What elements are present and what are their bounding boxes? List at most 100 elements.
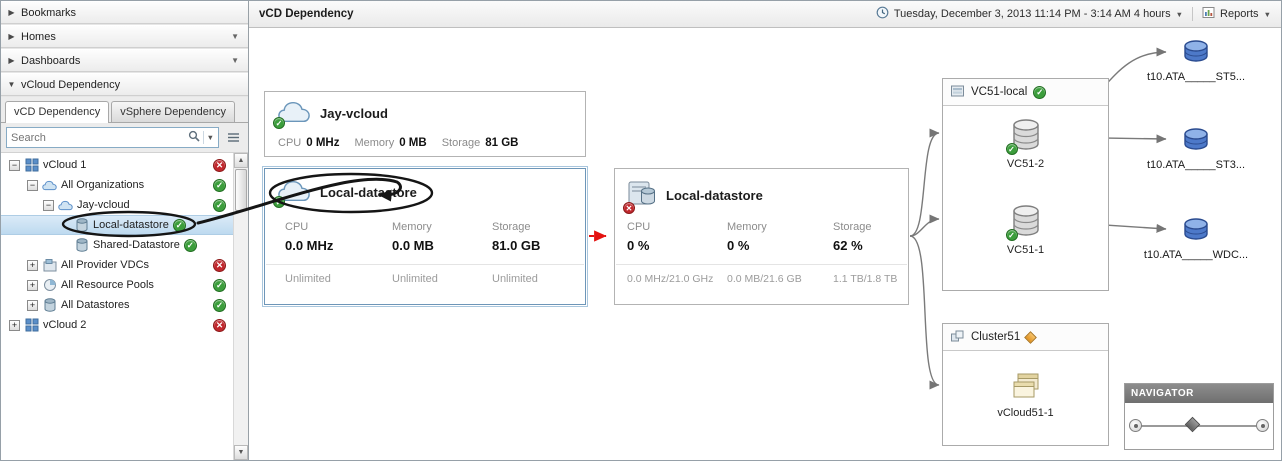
node-card-local-datastore-selected[interactable]: Local-datastore CPU 0.0 MHz Memory 0.0 MB … [262,166,588,307]
reports-button[interactable]: Reports [1220,8,1259,20]
panel-title: Bookmarks [21,6,77,19]
divider [616,264,907,265]
node-card-jay-vcloud[interactable]: Jay-vcloud CPU 0 MHz Memory 0 MB Storage… [264,91,586,157]
metric-limit: Unlimited [285,273,331,285]
status-error-icon [213,318,226,332]
tree-item-all-resource-pools[interactable]: All Resource Pools [1,275,248,295]
zoom-in-button[interactable] [1256,419,1269,432]
cloud-icon [273,100,311,129]
node-vcloud51-1[interactable]: vCloud51-1 [943,370,1108,419]
expand-arrow-icon: ▶ [8,32,15,41]
tree-scrollbar[interactable]: ▲ ▼ [233,153,248,460]
header-toolbar: Tuesday, December 3, 2013 11:14 PM - 3:1… [876,6,1271,22]
panel-title: Dashboards [21,54,81,67]
time-range-selector[interactable]: Tuesday, December 3, 2013 11:14 PM - 3:1… [893,8,1171,20]
search-dropdown-icon[interactable]: ▼ [206,133,214,142]
tree-item-all-provider-vdcs[interactable]: All Provider VDCs [1,255,248,275]
node-disk-wdc[interactable]: t10.ATA_____WDC... [1131,216,1261,261]
zoom-slider-handle[interactable] [1184,416,1201,433]
vapp-icon [1010,370,1042,405]
provider-vdc-icon [42,258,57,273]
dependency-canvas: Jay-vcloud CPU 0 MHz Memory 0 MB Storage… [249,28,1281,460]
node-disk-st3[interactable]: t10.ATA_____ST3... [1131,126,1261,171]
panel-dashboards[interactable]: ▶ Dashboards ▼ [1,49,248,72]
panel-menu-icon[interactable]: ▼ [231,32,239,41]
node-label: VC51-2 [1006,158,1045,170]
tree-item-vcloud-1[interactable]: vCloud 1 [1,155,248,175]
collapse-icon[interactable] [27,179,38,191]
node-disk-st5[interactable]: t10.ATA_____ST5... [1131,38,1261,83]
tree-item-vcloud-2[interactable]: vCloud 2 [1,315,248,335]
group-header-cluster51[interactable]: Cluster51 [943,324,1108,351]
tree-item-label: All Organizations [61,179,145,191]
tree-item-label: vCloud 2 [43,319,87,331]
metric-usage: 0.0 MHz/21.0 GHz [627,273,714,285]
navigator-panel: NAVIGATOR [1124,383,1274,450]
metric-value: 81.0 GB [492,238,541,253]
metrics-grid: CPU 0 % Memory 0 % Storage 62 % [615,221,908,253]
search-input[interactable] [11,131,185,144]
expand-icon[interactable] [9,319,20,331]
metric-limit: Unlimited [492,273,538,285]
scroll-up-icon[interactable]: ▲ [234,153,248,168]
metric-value: 0 MB [399,137,427,149]
status-ok-icon [273,196,285,208]
tree-item-jay-vcloud[interactable]: Jay-vcloud [1,195,248,215]
status-ok-icon [1033,85,1047,99]
collapse-icon[interactable] [43,199,54,211]
group-header-vc51-local[interactable]: VC51-local [943,79,1108,106]
metric-label: CPU [285,221,309,233]
tree-item-all-datastores[interactable]: All Datastores [1,295,248,315]
metrics-row: CPU 0 MHz Memory 0 MB Storage 81 GB [278,137,533,149]
search-icon[interactable] [188,130,200,145]
tree-item-shared-datastore[interactable]: Shared-Datastore [1,235,248,255]
status-ok-icon [1005,229,1018,241]
expand-icon[interactable] [27,299,38,311]
disk-icon [1180,126,1212,157]
panel-homes[interactable]: ▶ Homes ▼ [1,25,248,48]
status-ok-icon [273,117,285,129]
zoom-slider-track[interactable] [1139,425,1259,427]
metric-label: Memory [392,221,432,233]
card-title: Jay-vcloud [320,106,388,121]
divider [1192,7,1194,21]
metric-value: 0 % [627,238,650,253]
scrollbar-thumb[interactable] [235,169,247,211]
reports-dropdown-icon[interactable]: ▼ [1263,9,1271,19]
datastore-server-icon [623,179,657,214]
panel-title: Homes [21,30,56,43]
search-box: ▼ [6,127,219,148]
time-range-dropdown-icon[interactable]: ▼ [1175,9,1184,19]
reports-icon [1202,6,1215,22]
metrics-grid: CPU 0.0 MHz Memory 0.0 MB Storage 81.0 GB [265,221,585,253]
resource-pool-icon [42,278,57,293]
metric-value: 0.0 MB [392,238,434,253]
status-ok-icon [213,278,226,292]
tree-item-local-datastore[interactable]: Local-datastore [1,215,248,235]
expand-icon[interactable] [27,279,38,291]
metric-usage: 1.1 TB/1.8 TB [833,273,898,285]
tree-item-all-organizations[interactable]: All Organizations [1,175,248,195]
metric-label: CPU [627,221,651,233]
expand-icon[interactable] [27,259,38,271]
tab-vsphere-dependency[interactable]: vSphere Dependency [111,101,236,122]
list-view-button[interactable] [223,128,243,148]
tree-item-label: All Resource Pools [61,279,154,291]
scroll-down-icon[interactable]: ▼ [234,445,248,460]
panel-menu-icon[interactable]: ▼ [231,56,239,65]
node-card-local-datastore-vsphere[interactable]: Local-datastore CPU 0 % Memory 0 % Storage… [614,168,909,305]
node-vc51-2[interactable]: VC51-2 [943,117,1108,170]
zoom-out-button[interactable] [1129,419,1142,432]
collapse-icon[interactable] [9,159,20,171]
panel-bookmarks[interactable]: ▶ Bookmarks [1,1,248,24]
panel-vcloud-dependency[interactable]: ▼ vCloud Dependency [1,73,248,96]
disk-label: t10.ATA_____ST3... [1146,159,1246,171]
node-vc51-1[interactable]: VC51-1 [943,203,1108,256]
metrics-sub-row: 0.0 MHz/21.0 GHz 0.0 MB/21.6 GB 1.1 TB/1… [615,273,908,285]
tree-item-label: Jay-vcloud [77,199,130,211]
disk-icon [1180,216,1212,247]
metric-value: 62 % [833,238,863,253]
tab-vcd-dependency[interactable]: vCD Dependency [5,101,110,123]
cloud-datastore-icon [273,179,311,208]
expand-arrow-icon: ▶ [8,8,15,17]
